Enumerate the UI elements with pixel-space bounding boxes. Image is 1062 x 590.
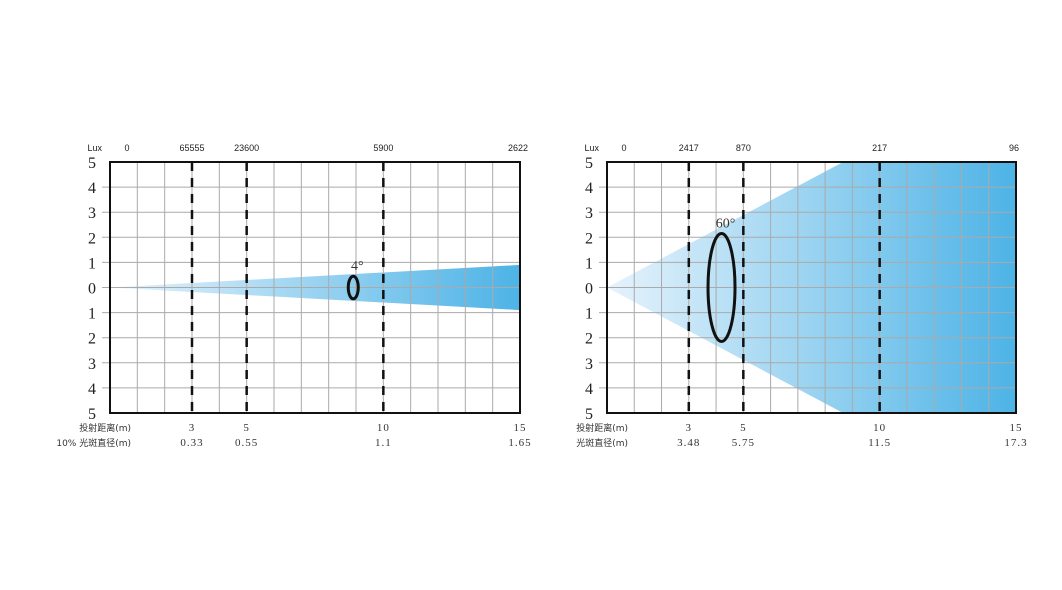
diameter-value: 1.65: [508, 437, 531, 449]
beam-spot-ellipse: [706, 232, 737, 343]
diameter-label: 光斑直径(m): [576, 437, 628, 449]
distance-value: 3: [686, 422, 693, 434]
diameter-label: 10% 光斑直径(m): [56, 437, 131, 449]
y-tick-label: 5: [88, 406, 96, 423]
beam-angle-label: 60°: [716, 217, 736, 232]
plot-frame: [109, 161, 521, 414]
y-tick-label: 1: [88, 255, 96, 272]
y-tick-label: 2: [585, 230, 593, 247]
lux-value: 5900: [373, 143, 393, 153]
diameter-value: 0.55: [235, 437, 258, 449]
y-tick-label: 1: [585, 255, 593, 272]
distance-value: 5: [740, 422, 747, 434]
lux-value: 2622: [508, 143, 528, 153]
beam-angle-label: 4°: [351, 259, 364, 274]
y-tick-label: 4: [585, 180, 593, 197]
y-tick-label: 5: [88, 155, 96, 172]
y-tick-label: 2: [88, 230, 96, 247]
y-tick-label: 0: [88, 281, 96, 298]
diameter-value: 0.33: [180, 437, 203, 449]
diameter-value: 5.75: [732, 437, 755, 449]
lux-label: Lux: [87, 143, 102, 153]
y-tick-label: 3: [88, 356, 96, 373]
lux-zero: 0: [124, 143, 129, 153]
diameter-value: 11.5: [868, 437, 891, 449]
y-tick-label: 4: [88, 180, 96, 197]
diameter-value: 17.3: [1004, 437, 1027, 449]
plot-frame: [606, 161, 1017, 414]
distance-label: 投射距离(m): [79, 422, 131, 434]
diameter-value: 1.1: [375, 437, 392, 449]
lux-value: 870: [736, 143, 751, 153]
beam-spot-ellipse: [346, 274, 360, 301]
y-tick-label: 5: [585, 406, 593, 423]
lux-value: 23600: [234, 143, 259, 153]
distance-label: 投射距离(m): [576, 422, 628, 434]
y-tick-label: 5: [585, 155, 593, 172]
lux-value: 96: [1009, 143, 1019, 153]
lux-label: Lux: [584, 143, 599, 153]
y-tick-label: 3: [585, 356, 593, 373]
lux-value: 217: [872, 143, 887, 153]
distance-value: 5: [243, 422, 250, 434]
y-tick-label: 3: [88, 205, 96, 222]
y-tick-label: 4: [88, 381, 96, 398]
y-tick-label: 2: [585, 331, 593, 348]
y-tick-label: 3: [585, 205, 593, 222]
distance-value: 10: [377, 422, 390, 434]
distance-value: 3: [189, 422, 196, 434]
distance-value: 15: [1010, 422, 1023, 434]
y-tick-label: 4: [585, 381, 593, 398]
lux-value: 65555: [179, 143, 204, 153]
y-tick-label: 1: [88, 306, 96, 323]
distance-value: 10: [873, 422, 886, 434]
lux-zero: 0: [621, 143, 626, 153]
distance-value: 15: [514, 422, 527, 434]
y-tick-label: 0: [585, 281, 593, 298]
y-tick-label: 2: [88, 331, 96, 348]
lux-value: 2417: [679, 143, 699, 153]
y-tick-label: 1: [585, 306, 593, 323]
diameter-value: 3.48: [677, 437, 700, 449]
